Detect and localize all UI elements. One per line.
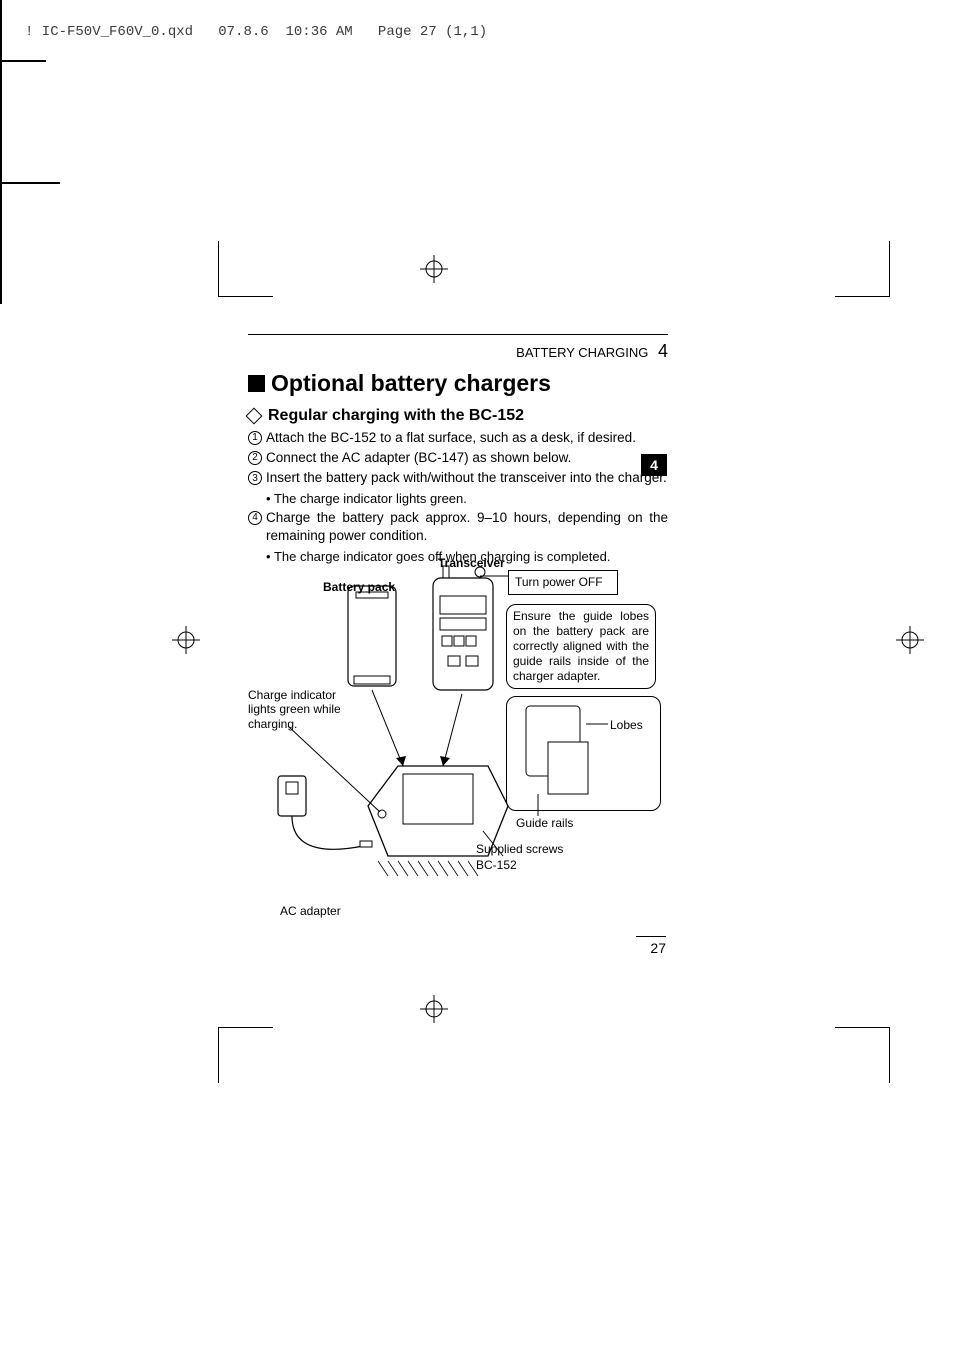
label-guide-rails: Guide rails bbox=[516, 816, 573, 830]
crop-mark bbox=[889, 1028, 890, 1083]
label-supplied-screws: Supplied screws bbox=[476, 842, 563, 856]
frame-mark bbox=[0, 62, 2, 122]
step-number-icon: 2 bbox=[248, 451, 262, 465]
file-time: 10:36 AM bbox=[285, 24, 352, 40]
file-pageinfo: Page 27 (1,1) bbox=[378, 24, 487, 40]
frame-mark bbox=[0, 0, 2, 60]
label-transceiver: Transceiver bbox=[438, 556, 505, 570]
crop-mark bbox=[889, 241, 890, 296]
registration-mark-icon bbox=[172, 626, 200, 654]
crop-mark bbox=[218, 296, 273, 297]
step-text: Charge the battery pack approx. 9–10 hou… bbox=[266, 509, 668, 545]
step-text: Insert the battery pack with/without the… bbox=[266, 469, 668, 487]
label-ac-adapter: AC adapter bbox=[280, 904, 341, 918]
square-bullet-icon bbox=[248, 375, 265, 392]
page-number: 27 bbox=[636, 936, 666, 956]
tab-number: 4 bbox=[650, 457, 658, 473]
step-number-icon: 1 bbox=[248, 431, 262, 445]
frame-mark bbox=[0, 60, 46, 62]
registration-mark-icon bbox=[896, 626, 924, 654]
frame-mark bbox=[0, 122, 2, 182]
chapter-tab: 4 bbox=[641, 454, 667, 476]
registration-mark-icon bbox=[420, 255, 448, 283]
section-subtitle: Regular charging with the BC-152 bbox=[248, 407, 668, 425]
crop-mark bbox=[218, 1028, 219, 1083]
subtitle-text: Regular charging with the BC-152 bbox=[268, 407, 524, 425]
page-title: Optional battery chargers bbox=[248, 370, 668, 397]
step-item: 4 Charge the battery pack approx. 9–10 ho… bbox=[248, 509, 668, 545]
prepress-header: ! IC-F50V_F60V_0.qxd 07.8.6 10:36 AM Pag… bbox=[25, 24, 487, 40]
running-head: BATTERY CHARGING 4 bbox=[248, 341, 668, 362]
charging-diagram: Transceiver Battery pack Turn power OFF … bbox=[248, 556, 668, 926]
top-rule bbox=[248, 334, 668, 335]
step-text: Connect the AC adapter (BC-147) as shown… bbox=[266, 449, 668, 467]
step-item: 3 Insert the battery pack with/without th… bbox=[248, 469, 668, 487]
step-number-icon: 3 bbox=[248, 471, 262, 485]
crop-mark bbox=[835, 296, 890, 297]
crop-mark bbox=[218, 241, 219, 296]
crop-mark bbox=[835, 1027, 890, 1028]
label-battery-pack: Battery pack bbox=[323, 580, 395, 594]
label-charge-indicator: Charge indicator lights green while char… bbox=[248, 688, 344, 731]
sub-bullet: The charge indicator lights green. bbox=[248, 490, 668, 508]
filename: ! IC-F50V_F60V_0.qxd bbox=[25, 24, 193, 40]
diamond-bullet-icon bbox=[246, 408, 263, 425]
step-item: 1 Attach the BC-152 to a flat surface, su… bbox=[248, 429, 668, 447]
crop-mark bbox=[218, 1027, 273, 1028]
step-number-icon: 4 bbox=[248, 511, 262, 525]
guide-lobes-note: Ensure the guide lobes on the battery pa… bbox=[506, 604, 656, 689]
frame-mark bbox=[0, 184, 2, 304]
chapter-number: 4 bbox=[658, 341, 668, 361]
registration-mark-icon bbox=[420, 995, 448, 1023]
file-date: 07.8.6 bbox=[218, 24, 268, 40]
running-head-label: BATTERY CHARGING bbox=[516, 345, 648, 360]
title-text: Optional battery chargers bbox=[271, 370, 551, 397]
label-turn-power-off: Turn power OFF bbox=[508, 570, 618, 595]
page-content: BATTERY CHARGING 4 Optional battery char… bbox=[248, 334, 668, 567]
step-item: 2 Connect the AC adapter (BC-147) as show… bbox=[248, 449, 668, 467]
frame-mark bbox=[0, 182, 60, 184]
step-text: Attach the BC-152 to a flat surface, suc… bbox=[266, 429, 668, 447]
inset-frame bbox=[506, 696, 661, 811]
label-bc152: BC-152 bbox=[476, 858, 517, 872]
steps-list: 1 Attach the BC-152 to a flat surface, su… bbox=[248, 429, 668, 565]
